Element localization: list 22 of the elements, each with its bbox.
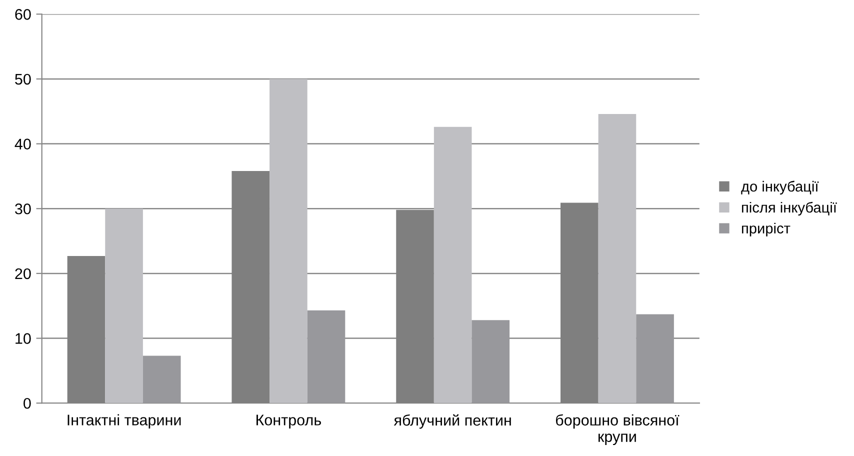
bar [472, 320, 510, 404]
y-tick-label: 60 [15, 9, 31, 20]
x-tick-label: яблучний пектин [394, 414, 511, 429]
bar [105, 208, 143, 404]
bar [270, 78, 308, 404]
x-tick-label: Контроль [256, 414, 321, 428]
bar [142, 356, 181, 404]
legend-label: до інкубації [741, 180, 819, 195]
y-tick-label: 10 [16, 333, 31, 344]
y-tick-label: 30 [15, 203, 31, 214]
x-tick-label: борошно вівсяної крупи [556, 414, 680, 446]
bar [598, 114, 636, 404]
legend-label: приріст [742, 222, 790, 236]
bar [307, 310, 346, 404]
bar [434, 126, 472, 404]
y-tick-label: 20 [15, 268, 31, 280]
y-tick-label: 0 [24, 398, 31, 409]
legend-label: після інкубації [742, 202, 837, 216]
y-tick-label: 40 [14, 138, 31, 150]
bar [636, 314, 674, 404]
x-tick-label: Інтактні тварини [68, 414, 181, 428]
y-tick-label: 50 [15, 74, 31, 85]
